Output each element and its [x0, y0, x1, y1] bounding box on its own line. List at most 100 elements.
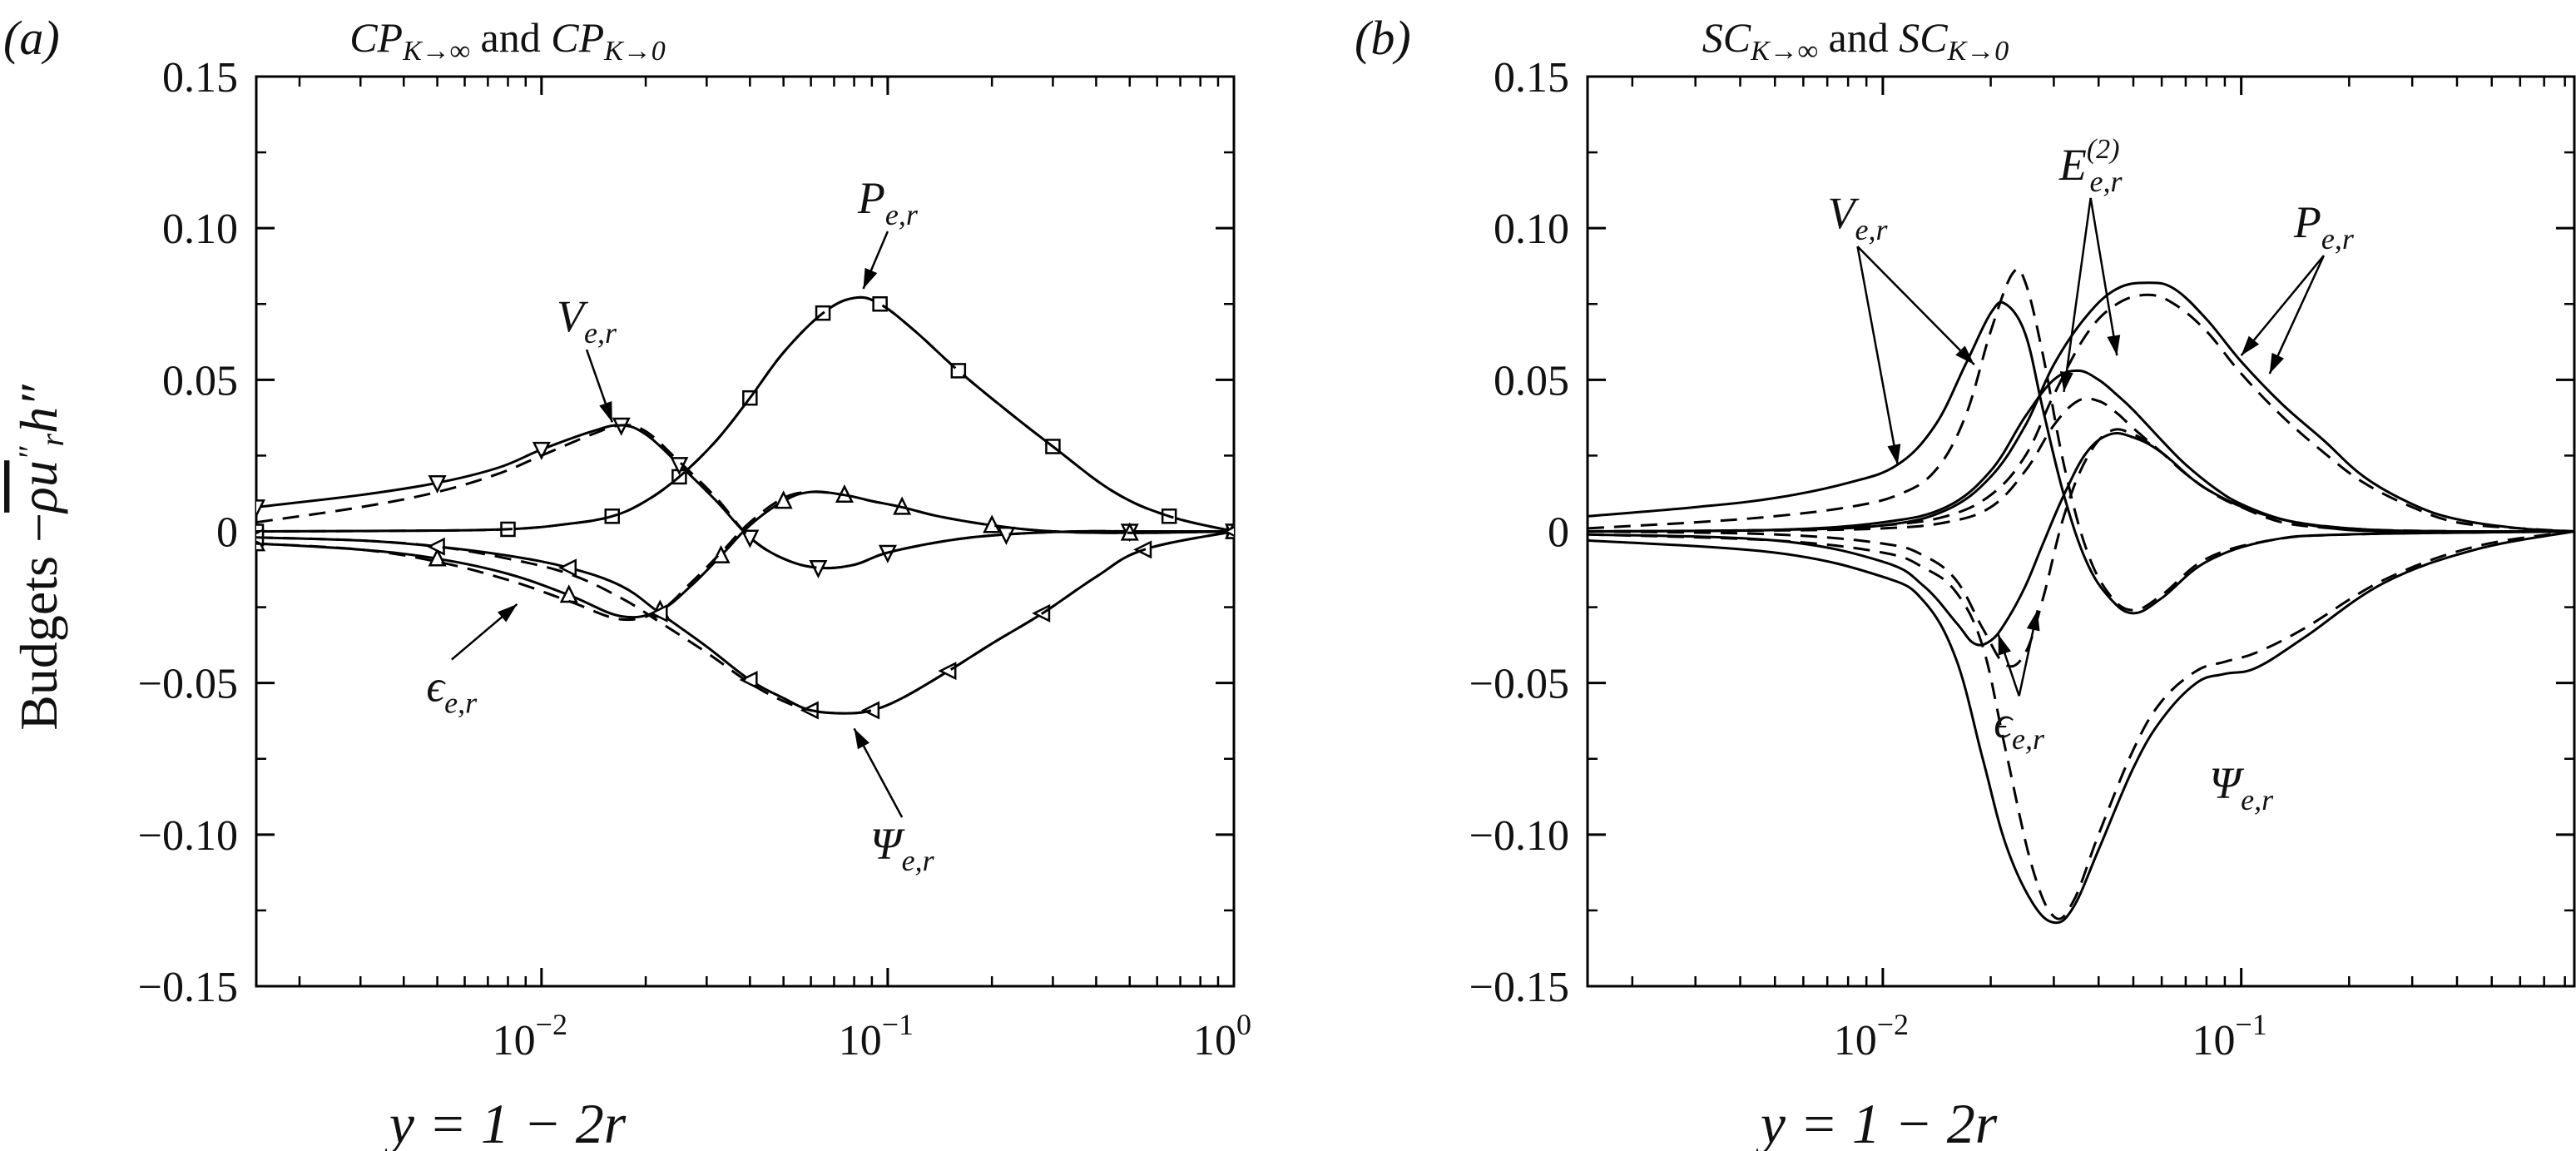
panel-a-marker-triangle-left	[1223, 526, 1234, 537]
panel-a-marker-triangle-down	[256, 499, 266, 518]
panel-a-series-3-dashed	[256, 424, 1234, 570]
panel-a-series-group	[256, 295, 1234, 720]
panel-a-ytick-label: 0	[216, 509, 238, 557]
panel-b-annotation-arrow	[1856, 246, 1899, 465]
panel-b-annotation-label: Ψe,r	[2209, 758, 2274, 816]
panel-b-title: SCK→∞ and SCK→0	[1702, 14, 2009, 67]
panel-b-ytick-label: 0.15	[1494, 54, 1569, 102]
panel-b-series-9-dashed	[1588, 530, 2574, 920]
panel-b-ytick-label: −0.15	[1469, 964, 1569, 1011]
panel-a-ytick-label: 0.15	[162, 54, 238, 102]
panel-a-ytick-label: −0.15	[138, 964, 238, 1011]
panel-b-annotation-arrowhead	[1887, 444, 1901, 465]
panel-b-annotation-arrowhead	[2026, 610, 2040, 632]
panel-a-marker-triangle-up	[428, 548, 447, 567]
panel-b-title-part-1: SC	[1702, 14, 1751, 61]
panel-a-title-part-1: CP	[349, 14, 403, 61]
panel-a-marker-triangle-down	[428, 474, 447, 494]
panel-b-xtick-label: 10−1	[2192, 1008, 2266, 1064]
panel-b-series-6-solid	[1588, 432, 2574, 647]
panel-b-annotation-arrow	[2240, 255, 2325, 356]
panel-b-annotation-arrowhead	[1955, 345, 1974, 365]
panel-b-ytick-label: −0.10	[1469, 812, 1569, 860]
panel-b-ytick-label: 0.10	[1494, 206, 1569, 253]
panel-b-annotation-arrowhead	[1998, 634, 2011, 656]
panel-a-marker-square	[872, 296, 888, 312]
panel-b-series-3-dashed	[1588, 293, 2574, 533]
panel-a-annotation-label: Ψe,r	[870, 819, 935, 877]
panel-a-ylabel: Budgets −ρu″rh″	[9, 384, 71, 731]
panel-b-annotation-arrow	[1856, 246, 1975, 365]
panel-b-annotation-arrow	[2268, 255, 2326, 375]
panel-a-marker-triangle-left	[557, 558, 577, 578]
panel-a-series-0-solid	[256, 295, 1234, 533]
panel-b-annotation-arrow	[2089, 197, 2118, 356]
panel-b-xlabel: y = 1 − 2r	[1756, 1092, 1998, 1151]
panel-b: (b) SCK→∞ and SCK→0 y = 1 − 2r 0.150.100…	[1355, 11, 2576, 1151]
panel-a-marker-triangle-left	[649, 603, 668, 623]
panel-a-annotation-label: Ve,r	[557, 291, 617, 350]
panel-a-title: CPK→∞ and CPK→0	[349, 14, 666, 67]
panel-a-ylabel-part-1: Budgets −	[9, 513, 68, 731]
panel-a-xtick-label: 10−1	[839, 1008, 914, 1064]
panel-a-series-6-solid	[256, 530, 1234, 715]
panel-a-xtick-label: 10−2	[493, 1008, 567, 1064]
panel-a-marker-triangle-left	[938, 662, 957, 681]
panel-b-series-0-solid	[1588, 300, 2574, 615]
panel-a-marker-triangle-left	[861, 701, 880, 720]
panel-b-title-sub-1: K→∞	[1750, 36, 1818, 67]
panel-a-marker-triangle-up	[774, 490, 793, 509]
panel-a-title-sub-1: K→∞	[402, 36, 470, 67]
panel-b-title-part-2: and	[1818, 14, 1899, 61]
panel-a-annotation-label: ϵe,r	[426, 662, 478, 720]
panel-b-series-8-solid	[1588, 530, 2574, 925]
panel-b-series-group	[1588, 267, 2574, 925]
panel-a-annotation-arrowhead	[497, 603, 518, 623]
panel-b-annotation-label: Ve,r	[1827, 188, 1888, 246]
panel-b-title-sub-2: K→0	[1947, 36, 2009, 67]
panel-a-annotation-label: Pe,r	[857, 173, 919, 231]
panel-b-plot: 0.15 0.10 0.05 0 −0.05 −0.10 −0.15 10−2 10−1 Ve,r…	[1469, 54, 2576, 1064]
panel-b-annotation-label: Pe,r	[2293, 197, 2355, 256]
panel-a-ylabel-part-2: ρu	[9, 460, 68, 514]
panel-b-annotation-arrowhead	[2269, 352, 2285, 375]
panel-a-marker-triangle-down	[532, 441, 551, 460]
panel-a-marker-triangle-up	[983, 514, 1002, 533]
panel-a-ytick-label: −0.10	[138, 812, 238, 860]
panel-a-label: (a)	[3, 11, 60, 65]
panel-b-annotation-arrowhead	[2241, 335, 2260, 356]
panel-b-annotation-label: ϵe,r	[1994, 697, 2045, 756]
panel-b-annotation-arrowhead	[2107, 335, 2121, 356]
panel-b-ytick-label: 0	[1548, 509, 1569, 557]
panel-b-title-part-3: SC	[1899, 14, 1948, 61]
panel-b-series-4-solid	[1588, 369, 2574, 533]
panel-a-marker-triangle-up	[711, 544, 731, 563]
panel-a-ylabel-part-4: r	[33, 433, 71, 446]
panel-b-annotation-arrowhead	[2059, 371, 2073, 392]
panel-a-title-part-3: CP	[551, 14, 604, 61]
panel-a-annotation-arrowhead	[863, 267, 878, 290]
panel-a-title-sub-2: K→0	[603, 36, 666, 67]
panel-a-marker-triangle-down	[741, 529, 760, 548]
panel-b-annotation-label: E(2) e,r	[2058, 134, 2123, 198]
panel-b-series-2-solid	[1588, 281, 2574, 533]
panel-b-ytick-label: −0.05	[1469, 661, 1569, 708]
panel-a-ylabel-part-3: ″	[12, 445, 49, 460]
panel-a-series-5-dashed	[256, 490, 1234, 622]
panel-a-marker-triangle-left	[739, 671, 758, 690]
panel-a-series-7-dashed	[256, 530, 1234, 715]
panel-a-plot: 0.15 0.10 0.05 0 −0.05 −0.10 −0.15 10−2 10−1 100 P…	[138, 54, 1251, 1064]
panel-a-ylabel-part-5: h″	[9, 384, 68, 434]
panel-b-label: (b)	[1355, 11, 1411, 65]
panel-b-series-1-dashed	[1588, 267, 2574, 612]
panel-b-series-5-dashed	[1588, 397, 2574, 533]
panel-b-xtick-label: 10−2	[1834, 1008, 1909, 1064]
panel-a: (a) CPK→∞ and CPK→0 Budgets −ρu″rh″ y = …	[3, 11, 1251, 1151]
panel-a-series-1-dashed	[256, 295, 1234, 533]
panel-a-ytick-label: −0.05	[138, 661, 238, 708]
panel-a-annotation-arrowhead	[599, 401, 612, 423]
panel-b-ytick-label: 0.05	[1494, 357, 1569, 404]
panel-a-ytick-label: 0.05	[162, 357, 238, 404]
panel-a-xlabel: y = 1 − 2r	[384, 1092, 627, 1151]
